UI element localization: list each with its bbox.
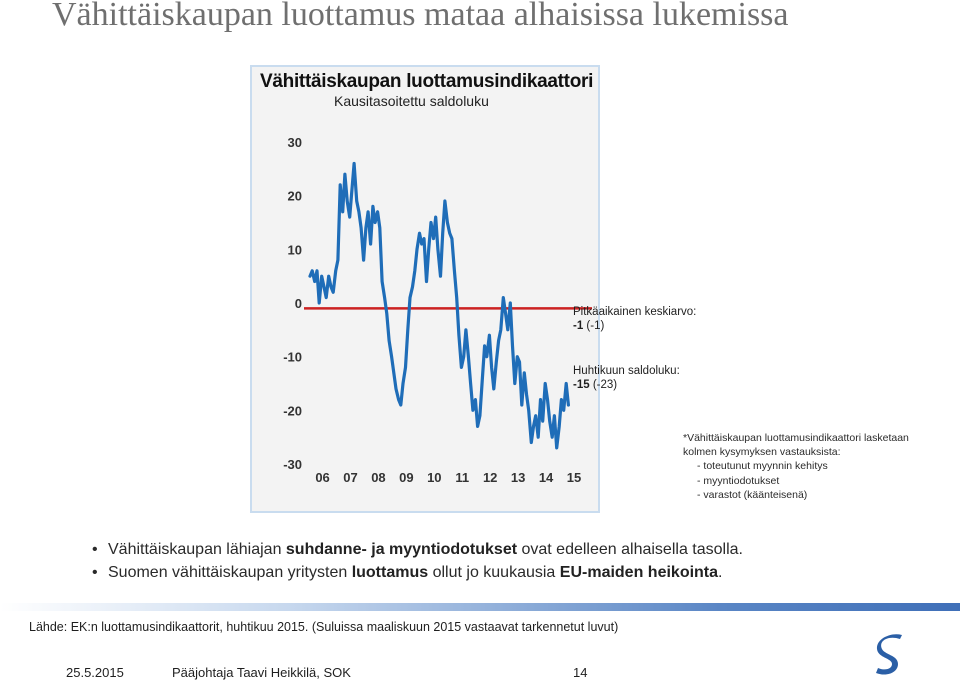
- bullet-text: ovat edelleen alhaisella tasolla.: [517, 541, 743, 558]
- footer-date: 25.5.2015: [66, 665, 124, 680]
- april-balance-value: -15 (-23): [573, 378, 617, 392]
- bullet-dot: •: [92, 564, 98, 581]
- bullet-bold: suhdanne- ja myyntiodotukset: [285, 541, 518, 558]
- bullet-dot: •: [92, 541, 98, 558]
- y-tick-label: -20: [283, 403, 302, 418]
- x-tick-label: 12: [483, 470, 497, 485]
- y-tick-label: -10: [283, 350, 302, 365]
- april-value: -15: [573, 379, 590, 391]
- s-group-logo-icon: [870, 633, 910, 686]
- x-tick-label: 06: [315, 470, 329, 485]
- x-tick-label: 08: [371, 470, 385, 485]
- bullet-text: Suomen vähittäiskaupan yritysten: [108, 564, 352, 581]
- index-footnote: *Vähittäiskaupan luottamusindikaattori l…: [683, 431, 909, 502]
- x-tick-label: 13: [511, 470, 525, 485]
- chart-panel: Vähittäiskaupan luottamusindikaattori Ka…: [250, 65, 600, 513]
- bullet-item: • Suomen vähittäiskaupan yritysten luotta…: [92, 561, 743, 584]
- series-line: [308, 161, 570, 450]
- x-tick-label: 15: [567, 470, 581, 485]
- longterm-prev: (-1): [583, 320, 605, 332]
- bullet-bold: luottamus: [351, 564, 429, 581]
- chart-subtitle: Kausitasoitettu saldoluku: [334, 93, 489, 109]
- line-chart: 30 20 10 0 -10 -20 -30 06 07 08 09 10 11 12 13 14 15: [283, 135, 592, 485]
- footer-page-number: 14: [573, 665, 588, 680]
- bullet-list: • Vähittäiskaupan lähiajan suhdanne- ja m…: [92, 538, 743, 584]
- x-tick-label: 09: [399, 470, 413, 485]
- footer-gradient-bar: [0, 603, 960, 611]
- footnote-line: - toteutunut myynnin kehitys: [697, 460, 828, 473]
- chart-title: Vähittäiskaupan luottamusindikaattori: [260, 71, 594, 92]
- x-tick-label: 10: [427, 470, 441, 485]
- bullet-text: ollut jo kuukausia: [428, 564, 560, 581]
- footnote-line: *Vähittäiskaupan luottamusindikaattori l…: [683, 432, 909, 444]
- longterm-average-label: Pitkäaikainen keskiarvo:: [573, 306, 697, 318]
- x-tick-label: 07: [343, 470, 357, 485]
- x-tick-label: 11: [455, 470, 469, 485]
- footnote-line: - varastot (käänteisenä): [697, 488, 808, 501]
- bullet-text: Vähittäiskaupan lähiajan: [108, 541, 286, 558]
- page-title: Vähittäiskaupan luottamus mataa alhaisis…: [52, 0, 789, 33]
- bullet-item: • Vähittäiskaupan lähiajan suhdanne- ja m…: [92, 538, 743, 561]
- april-balance-label: Huhtikuun saldoluku:: [573, 365, 680, 377]
- x-tick-label: 14: [539, 470, 554, 485]
- footnote-line: - myyntiodotukset: [697, 474, 780, 487]
- footnote-line: kolmen kysymyksen vastauksista:: [683, 446, 841, 459]
- longterm-value: -1: [573, 320, 584, 332]
- footer-presenter: Pääjohtaja Taavi Heikkilä, SOK: [172, 665, 351, 680]
- y-tick-label: 10: [288, 242, 302, 257]
- y-tick-label: -30: [283, 457, 302, 472]
- longterm-average-value: -1 (-1): [573, 319, 604, 333]
- source-note: Lähde: EK:n luottamusindikaattorit, huht…: [29, 620, 619, 634]
- y-tick-label: 0: [295, 296, 302, 311]
- y-tick-label: 30: [288, 135, 302, 150]
- bullet-bold: EU-maiden heikointa: [559, 564, 719, 581]
- y-tick-label: 20: [288, 189, 302, 204]
- april-prev: (-23): [589, 379, 618, 391]
- bullet-text: .: [718, 564, 723, 581]
